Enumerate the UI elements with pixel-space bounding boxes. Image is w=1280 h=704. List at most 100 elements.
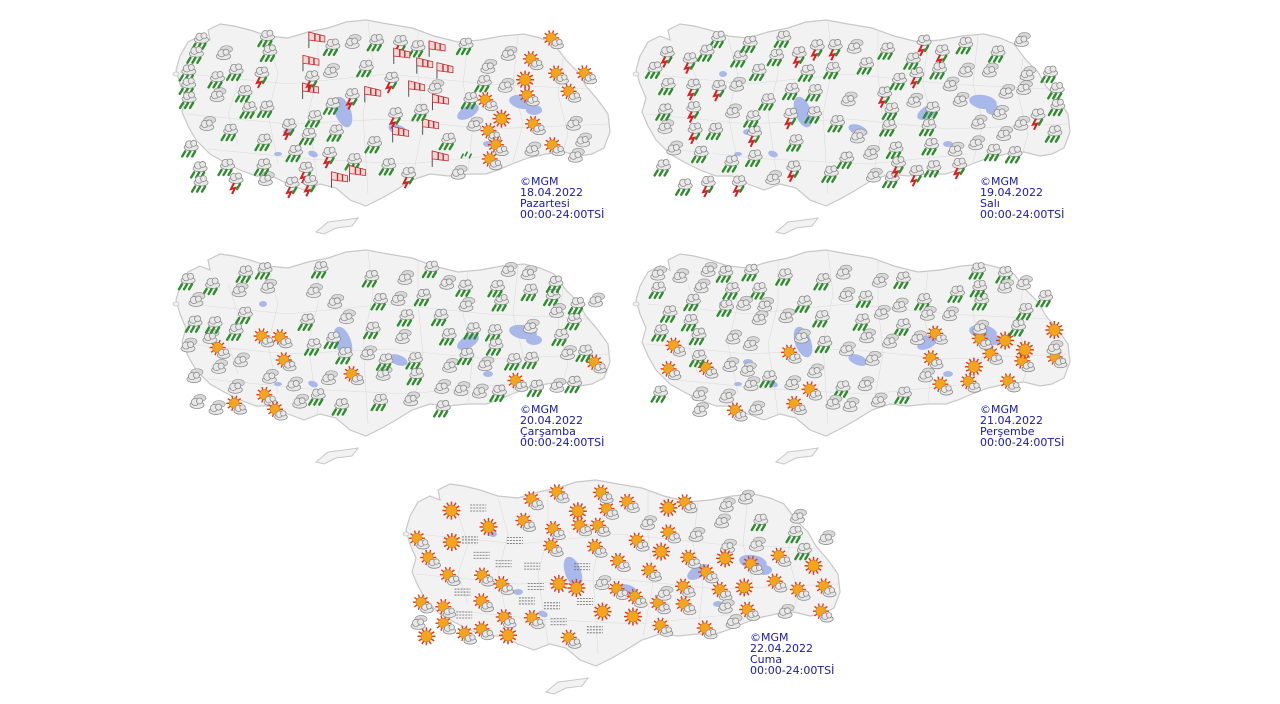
cloud-icon	[497, 77, 515, 93]
cloud-icon	[321, 370, 338, 386]
psun-icon	[610, 552, 631, 572]
sun-icon	[516, 70, 535, 89]
rain-icon	[648, 281, 667, 300]
lake	[483, 371, 493, 377]
cyprus-land	[544, 677, 590, 695]
turkey-map-2	[632, 19, 1071, 235]
fog-icon	[454, 588, 471, 596]
lake	[734, 382, 742, 386]
rain-icon	[487, 279, 505, 298]
rain-icon	[438, 132, 457, 151]
rain-icon	[903, 52, 921, 70]
psun-icon	[343, 366, 365, 386]
cloud-icon	[692, 402, 710, 417]
rain-icon	[683, 293, 701, 312]
rain-icon	[364, 135, 382, 154]
rain-icon	[852, 313, 871, 331]
psun-icon	[543, 30, 564, 50]
cloud-icon	[952, 91, 970, 107]
cloud-icon	[180, 337, 198, 353]
wind-icon	[348, 165, 366, 182]
cloud-icon	[666, 140, 684, 156]
wind-icon	[436, 62, 454, 79]
rain-icon	[405, 351, 423, 370]
turkey-map-3	[172, 249, 611, 465]
storm-icon	[711, 79, 727, 102]
storm-icon	[322, 146, 338, 169]
cloud-icon	[778, 308, 796, 324]
psun-icon	[495, 609, 517, 629]
fog-icon	[576, 598, 593, 605]
cloud-icon	[859, 328, 876, 344]
lake	[734, 152, 742, 156]
rain-icon	[254, 133, 272, 152]
cloud-icon	[863, 144, 880, 160]
cloud-icon	[231, 282, 249, 298]
rain-icon	[370, 292, 389, 311]
copyright-label: ©MGM	[980, 403, 1019, 416]
cloud-icon	[594, 575, 612, 590]
cloud-icon	[403, 391, 421, 407]
rain-icon	[650, 385, 669, 403]
rain-icon	[758, 93, 776, 111]
psun-icon	[665, 337, 687, 357]
rain-icon	[285, 144, 303, 163]
rain-icon	[644, 61, 663, 79]
rain-icon	[821, 165, 839, 183]
cloud-icon	[910, 330, 927, 346]
rain-icon	[923, 160, 942, 178]
rain-icon	[430, 308, 449, 327]
cloud-icon	[968, 135, 986, 151]
copyright-label: ©MGM	[520, 403, 559, 416]
rain-icon	[879, 119, 897, 137]
psun-icon	[660, 361, 682, 381]
cloud-icon	[339, 309, 356, 325]
rain-icon	[485, 338, 504, 356]
cloud-icon	[947, 141, 965, 157]
rain-icon	[202, 277, 220, 296]
rain-icon	[504, 352, 522, 371]
period-label: 00:00-24:00TSİ	[520, 436, 605, 449]
rain-icon	[716, 299, 734, 317]
psun-icon	[571, 517, 593, 537]
cloud-icon	[870, 392, 888, 408]
cloud-icon	[838, 287, 856, 302]
cloud-icon	[1019, 66, 1037, 81]
cloud-icon	[188, 292, 206, 307]
cloud-icon	[942, 76, 960, 92]
map-caption: ©MGM 18.04.2022 Pazartesi 00:00-24:00TSİ	[520, 176, 604, 220]
sun-icon	[492, 109, 511, 128]
period-label: 00:00-24:00TSİ	[520, 208, 605, 221]
cloud-icon	[700, 262, 718, 277]
wind-icon	[408, 80, 426, 97]
psun-icon	[493, 576, 515, 596]
cloud-icon	[186, 368, 204, 384]
fog-icon	[518, 597, 535, 605]
rain-icon	[813, 272, 831, 291]
cloud-icon	[260, 278, 278, 294]
rain-icon	[413, 288, 432, 307]
rain-icon	[484, 323, 503, 342]
cyprus-land	[774, 217, 820, 235]
storm-icon	[791, 46, 807, 69]
psun-icon	[525, 115, 546, 136]
cloud-icon	[842, 397, 860, 413]
rain-icon	[968, 262, 987, 280]
psun-icon	[971, 330, 993, 350]
storm-icon	[228, 172, 244, 195]
rain-icon	[655, 103, 673, 121]
cloud-icon	[1013, 115, 1031, 131]
lake	[274, 382, 282, 386]
rain-icon	[929, 61, 947, 80]
map-panel-1: ©MGM 18.04.2022 Pazartesi 00:00-24:00TSİ	[168, 14, 618, 239]
rain-icon	[740, 35, 758, 54]
rain-icon	[715, 265, 734, 283]
cloud-icon	[864, 351, 882, 366]
psun-icon	[523, 491, 544, 511]
psun-icon	[619, 493, 640, 513]
storm-icon	[682, 52, 698, 75]
psun-icon	[932, 376, 954, 396]
rain-icon	[983, 143, 1002, 162]
cloud-icon	[306, 283, 323, 299]
rain-icon	[191, 32, 209, 50]
